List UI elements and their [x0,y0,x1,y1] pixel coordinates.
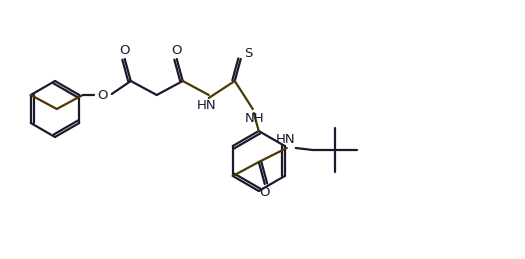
Text: O: O [120,44,130,56]
Text: S: S [245,47,253,60]
Text: NH: NH [245,112,265,125]
Text: O: O [172,44,182,56]
Text: HN: HN [276,133,296,146]
Text: HN: HN [197,98,217,112]
Text: O: O [259,186,270,199]
Text: O: O [98,89,108,102]
